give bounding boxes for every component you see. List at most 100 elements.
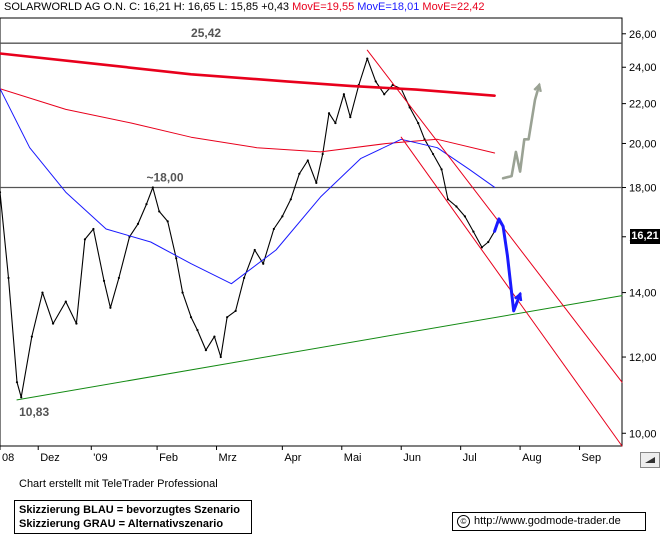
price-point [349, 116, 352, 119]
y-tick-label: 24,00 [629, 62, 657, 74]
price-point [315, 181, 318, 184]
x-tick-label: Dez [40, 452, 60, 464]
price-point [417, 121, 420, 125]
price-point [342, 93, 346, 96]
price-point [204, 349, 208, 352]
chart-credit: Chart erstellt mit TeleTrader Profession… [19, 478, 218, 490]
price-point [151, 186, 154, 189]
instrument-name: SOLARWORLD AG O.N. [4, 1, 127, 13]
uptrend-line [16, 295, 623, 401]
price-point [7, 276, 10, 280]
price-point [92, 227, 95, 231]
price-point [83, 238, 87, 241]
price-point [463, 215, 467, 218]
price-point [480, 246, 483, 249]
x-tick-label: '09 [93, 452, 107, 464]
price-point [321, 152, 324, 156]
source-url[interactable]: http://www.godmode-trader.de [474, 515, 621, 527]
price-point [243, 276, 246, 280]
scenario-legend: Skizzierung BLAU = bevorzugtes Szenario … [14, 500, 252, 534]
quote-values: C: 16,21 H: 16,65 L: 15,85 +0,43 [129, 1, 290, 13]
price-point [472, 230, 475, 233]
price-point [262, 262, 265, 265]
x-tick-label: Jul [463, 452, 477, 464]
price-point [306, 159, 309, 162]
source-link[interactable]: © http://www.godmode-trader.de [452, 512, 646, 531]
x-tick-label: Mai [344, 452, 362, 464]
x-tick-label: Apr [284, 452, 301, 464]
last-price-label: 16,21 [630, 229, 660, 244]
y-tick-label: 12,00 [629, 352, 657, 364]
y-tick-label: 18,00 [629, 183, 657, 195]
price-point [446, 198, 450, 201]
price-point [234, 309, 237, 313]
grey-scenario-arrowhead [533, 82, 542, 93]
price-point [189, 316, 193, 319]
channel-upper-line [366, 49, 623, 383]
price-point [75, 322, 78, 325]
x-tick-label: Mrz [219, 452, 237, 464]
x-tick-label: Feb [159, 452, 178, 464]
price-point [440, 168, 443, 171]
scroll-arrow-icon [645, 457, 655, 463]
ma-mid-line [0, 88, 496, 154]
price-point [219, 355, 222, 359]
annotation-layer: 25,42 ~18,00 10,83 [19, 26, 542, 419]
ma-short-line [0, 88, 496, 285]
price-point [15, 381, 19, 384]
price-point [175, 257, 178, 260]
price-point [366, 57, 369, 60]
price-point [226, 316, 229, 319]
y-tick-label: 10,00 [629, 428, 657, 440]
price-point [383, 93, 386, 96]
blue-scenario-arrowhead [514, 291, 523, 302]
overlay-layer [0, 42, 622, 189]
y-tick-label: 26,00 [629, 29, 657, 41]
ma-short-value: MovE=18,01 [357, 1, 420, 13]
grey-scenario-path [501, 83, 541, 180]
legend-grey-scenario: Skizzierung GRAU = Alternativszenario [19, 518, 224, 530]
price-point [327, 112, 331, 115]
x-tick-label: Sep [582, 452, 602, 464]
legend-blue-scenario: Skizzierung BLAU = bevorzugtes Szenario [19, 504, 240, 516]
price-point [41, 291, 44, 294]
price-point [145, 203, 148, 206]
y-tick-label: 20,00 [629, 138, 657, 150]
price-point [181, 291, 184, 294]
price-point [20, 396, 23, 399]
ma-mid-value: MovE=19,55 [292, 1, 355, 13]
scroll-arrow-button[interactable] [640, 452, 660, 468]
grid-layer [0, 17, 623, 447]
level-annotation: 25,42 [191, 26, 221, 40]
price-point [334, 121, 337, 125]
ma-long-line [0, 52, 496, 97]
price-point [374, 80, 377, 83]
x-tick-label: Jun [403, 452, 421, 464]
price-point [253, 248, 256, 252]
level-annotation: 10,83 [19, 405, 49, 419]
price-point [136, 222, 140, 225]
copyright-icon: © [457, 515, 470, 528]
level-annotation: ~18,00 [146, 171, 183, 185]
y-tick-label: 14,00 [629, 288, 657, 300]
price-point [102, 279, 106, 282]
y-tick-label: 22,00 [629, 99, 657, 111]
axis-layer: 10,0012,0014,0016,0018,0020,0022,0024,00… [0, 29, 657, 464]
ma-long-value: MovE=22,42 [422, 1, 485, 13]
chart-header: SOLARWORLD AG O.N. C: 16,21 H: 16,65 L: … [4, 1, 484, 13]
price-point [30, 335, 33, 338]
price-point [455, 205, 458, 208]
price-point [487, 240, 490, 244]
price-point [196, 328, 199, 332]
price-point [51, 322, 55, 325]
price-point [109, 306, 112, 309]
price-point [158, 210, 161, 213]
price-point [298, 172, 301, 175]
price-point [431, 152, 435, 156]
price-point [213, 335, 216, 338]
blue-scenario-path [493, 217, 522, 313]
price-point [117, 276, 120, 280]
price-point [281, 215, 284, 218]
price-point [289, 198, 292, 201]
price-point [0, 191, 2, 194]
